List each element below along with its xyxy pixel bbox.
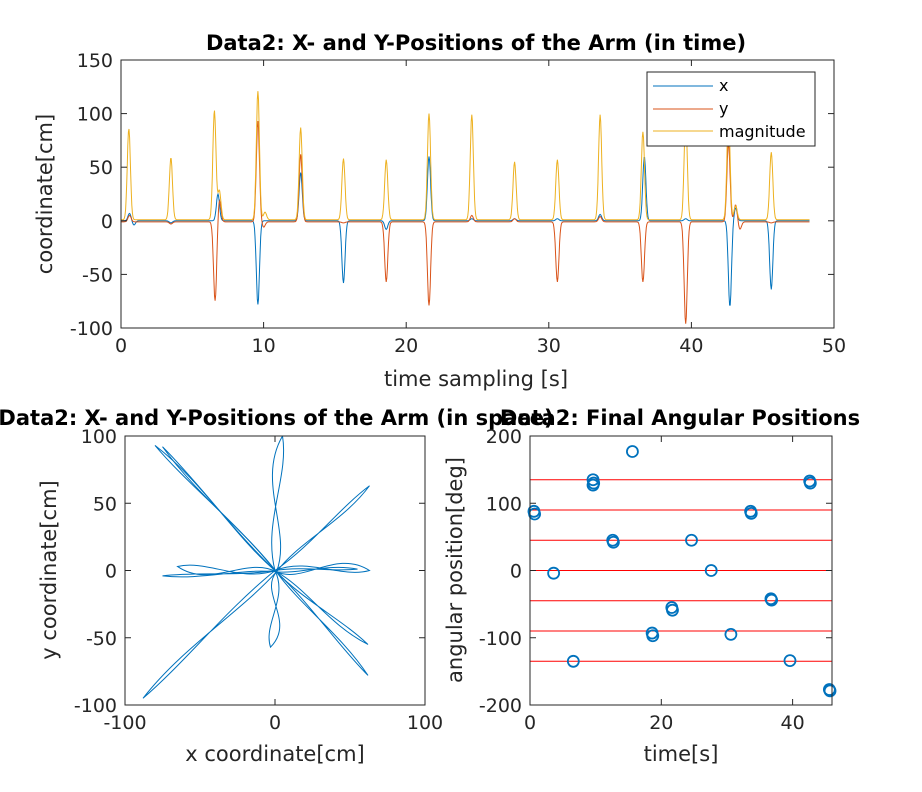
- space-plot: Data2: X- and Y-Positions of the Arm (in…: [0, 406, 554, 766]
- y-tick-label: 150: [77, 50, 113, 72]
- angle-plot: Data2: Final Angular Positions 0 20 40 -200…: [443, 406, 860, 766]
- time-plot-area: [121, 91, 810, 324]
- trajectory-segment: [274, 485, 370, 573]
- data-point: [744, 506, 758, 520]
- angle-plot-target-lines: [530, 479, 832, 662]
- angle-plot-area: [527, 445, 837, 698]
- time-plot: Data2: X- and Y-Positions of the Arm (in…: [33, 31, 846, 391]
- trajectory-segment: [274, 562, 371, 575]
- y-tick-label: -100: [74, 695, 117, 717]
- trajectory-segment: [154, 445, 277, 573]
- data-point: [566, 654, 580, 668]
- data-point: [724, 627, 738, 641]
- space-plot-area: [142, 436, 371, 699]
- angle-plot-ticks: 0 20 40 -200 -100 0 100 200: [479, 426, 832, 734]
- x-tick-label: 10: [252, 335, 276, 357]
- data-point: [765, 593, 779, 607]
- time-plot-title: Data2: X- and Y-Positions of the Arm (in…: [206, 31, 746, 55]
- y-tick-label: 100: [81, 426, 117, 448]
- space-plot-ticks: -100 0 100 -100 -50 0 50 100: [74, 426, 443, 734]
- legend-label-magnitude: magnitude: [719, 122, 806, 141]
- x-tick-label: 30: [537, 335, 561, 357]
- series-line-magnitude: [121, 91, 810, 221]
- time-plot-ylabel: coordinate[cm]: [33, 114, 57, 274]
- time-plot-xlabel: time sampling [s]: [384, 367, 568, 391]
- trajectory-segment: [162, 446, 277, 573]
- angle-plot-ylabel: angular position[deg]: [443, 457, 467, 683]
- x-tick-label: 40: [781, 712, 805, 734]
- x-tick-label: 40: [679, 335, 703, 357]
- data-point: [823, 684, 837, 698]
- y-tick-label: -50: [82, 264, 113, 286]
- y-tick-label: 100: [77, 104, 113, 126]
- y-tick-label: -50: [86, 628, 117, 650]
- series-line-x: [121, 156, 810, 306]
- x-tick-label: 20: [394, 335, 418, 357]
- data-point: [547, 566, 561, 580]
- x-tick-label: 0: [269, 712, 281, 734]
- data-point: [803, 476, 817, 490]
- angle-plot-points: [527, 445, 837, 698]
- angle-plot-xlabel: time[s]: [644, 742, 719, 766]
- x-tick-label: 0: [115, 335, 127, 357]
- legend-label-x: x: [719, 76, 728, 95]
- time-plot-legend: x y magnitude: [646, 71, 816, 147]
- time-plot-ticks: 0 10 20 30 40 50 -100 -50 0 50 100 150: [70, 50, 846, 357]
- time-plot-frame: [120, 59, 835, 329]
- data-point: [685, 533, 698, 547]
- data-point: [528, 507, 541, 521]
- data-point: [626, 445, 639, 458]
- data-point: [606, 535, 620, 549]
- y-tick-label: 200: [486, 426, 522, 448]
- y-tick-label: 100: [486, 493, 522, 515]
- x-tick-label: 100: [407, 712, 443, 734]
- time-plot-series: [121, 91, 810, 324]
- y-tick-label: 0: [105, 561, 117, 583]
- angle-plot-title: Data2: Final Angular Positions: [500, 406, 860, 430]
- trajectory-segment: [271, 436, 285, 573]
- legend-label-y: y: [719, 99, 728, 118]
- series-line-y: [121, 121, 810, 324]
- space-plot-ylabel: y coordinate[cm]: [37, 480, 61, 660]
- y-tick-label: 50: [89, 157, 113, 179]
- y-tick-label: 0: [101, 211, 113, 233]
- data-point: [704, 564, 718, 577]
- data-point: [586, 478, 600, 492]
- y-tick-label: 0: [510, 561, 522, 583]
- x-tick-label: 50: [822, 335, 846, 357]
- x-tick-label: 20: [649, 712, 673, 734]
- data-point: [783, 654, 797, 668]
- trajectory-segment: [142, 570, 277, 699]
- trajectory-segment: [274, 570, 369, 645]
- space-plot-xlabel: x coordinate[cm]: [185, 742, 365, 766]
- space-plot-title: Data2: X- and Y-Positions of the Arm (in…: [0, 406, 554, 430]
- x-tick-label: 0: [524, 712, 536, 734]
- y-tick-label: 50: [93, 493, 117, 515]
- y-tick-label: -100: [479, 628, 522, 650]
- trajectory-segment: [274, 570, 369, 676]
- x-tick-label: -100: [103, 712, 146, 734]
- trajectory-segment: [274, 566, 358, 573]
- trajectory-segment: [176, 564, 277, 576]
- space-plot-trajectory: [142, 436, 371, 699]
- y-tick-label: -100: [70, 318, 113, 340]
- y-tick-label: -200: [479, 695, 522, 717]
- data-point: [646, 629, 660, 643]
- data-point: [666, 603, 679, 617]
- trajectory-segment: [268, 570, 281, 649]
